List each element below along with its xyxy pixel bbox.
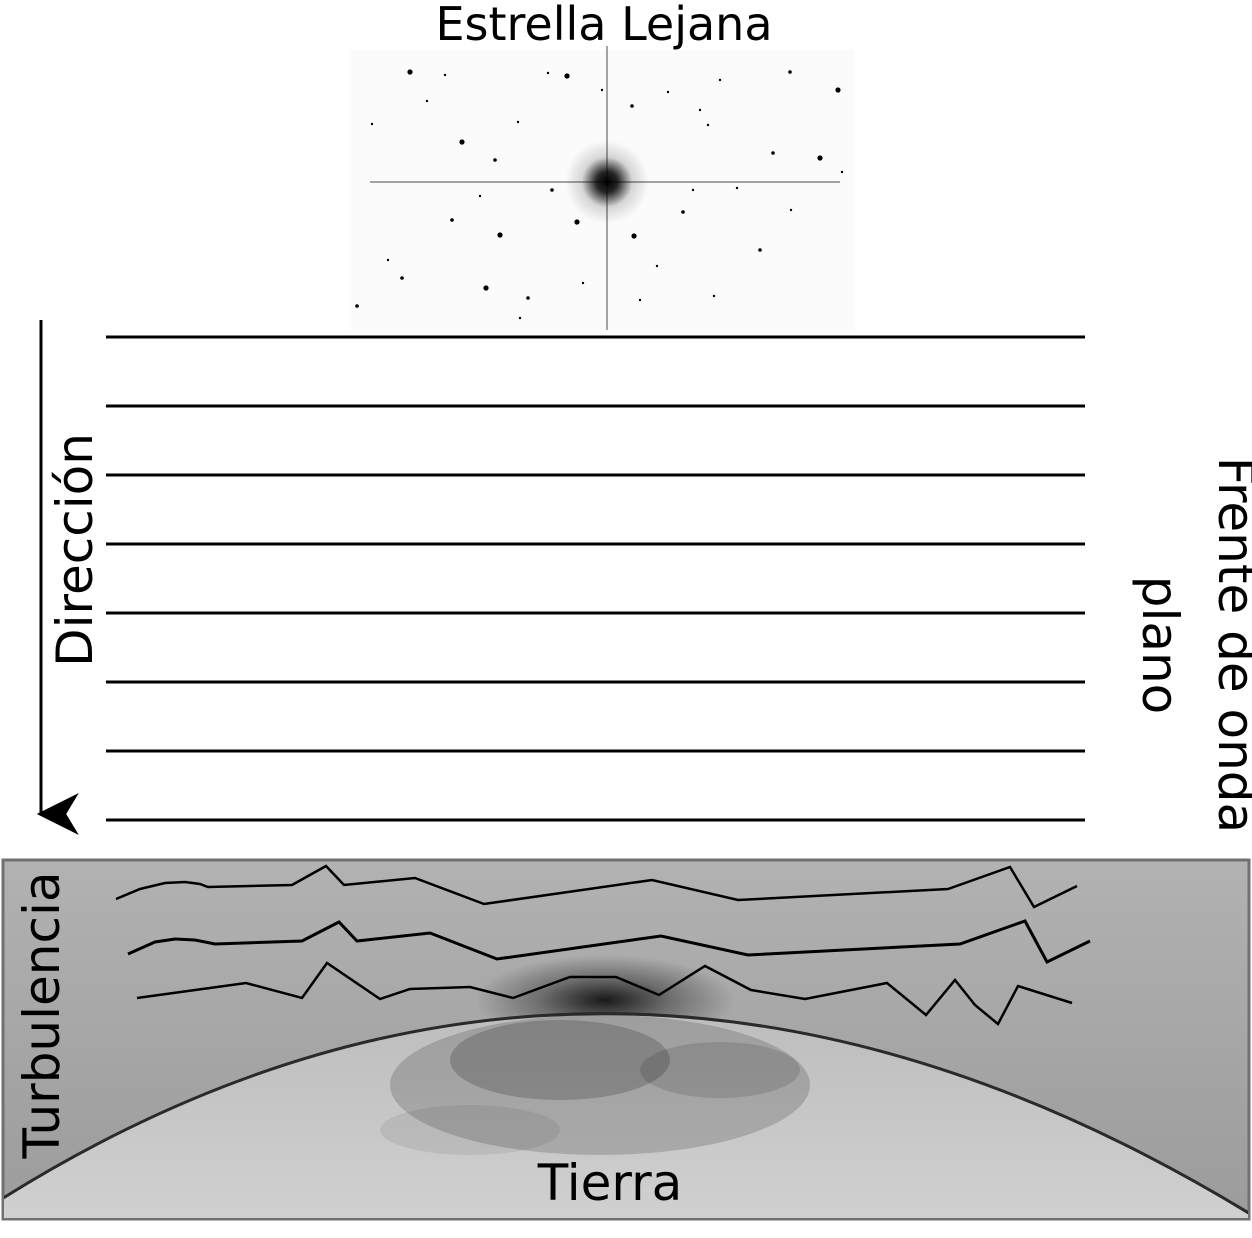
background-star xyxy=(459,139,465,145)
background-star xyxy=(581,281,585,285)
background-star xyxy=(386,258,390,262)
background-star xyxy=(564,73,570,79)
turbulence-label: Turbulencia xyxy=(13,872,71,1160)
background-star xyxy=(516,120,520,124)
background-star xyxy=(698,108,702,112)
wavefront-label-line1: Frente de onda xyxy=(1207,457,1252,833)
wavefront-label-line2: plano xyxy=(1131,576,1189,715)
background-star xyxy=(758,248,762,252)
background-star xyxy=(655,264,659,268)
background-star xyxy=(546,71,550,75)
background-star xyxy=(600,88,604,92)
background-star xyxy=(526,296,530,300)
earth-label: Tierra xyxy=(537,1154,683,1212)
star-field xyxy=(350,46,855,330)
background-star xyxy=(518,316,522,320)
background-star xyxy=(355,304,359,308)
background-star xyxy=(840,170,844,174)
background-star xyxy=(718,78,722,82)
background-star xyxy=(443,73,447,77)
background-star xyxy=(497,232,503,238)
distant-star-icon xyxy=(565,140,649,224)
background-star xyxy=(631,233,637,239)
background-star xyxy=(425,99,429,103)
background-star xyxy=(771,151,775,155)
background-star xyxy=(681,210,685,214)
background-star xyxy=(817,155,823,161)
distorted-wavefront-1 xyxy=(115,864,1078,909)
background-star xyxy=(478,194,482,198)
background-star xyxy=(574,219,580,225)
background-star xyxy=(835,87,841,93)
background-star xyxy=(400,276,404,280)
earth-panel xyxy=(1,858,1251,1221)
background-star xyxy=(712,294,716,298)
earth-horizon xyxy=(4,1012,1248,1218)
distorted-wavefront-2 xyxy=(127,919,1091,964)
background-star xyxy=(735,186,739,190)
background-star xyxy=(407,69,413,75)
background-star xyxy=(691,188,695,192)
background-star xyxy=(630,104,634,108)
wavefront-label: Frente de onda plano xyxy=(1131,457,1252,833)
background-star xyxy=(370,122,374,126)
background-star xyxy=(666,90,670,94)
direction-label: Dirección xyxy=(46,433,104,667)
plane-wavefront-lines xyxy=(106,335,1085,822)
background-star xyxy=(638,298,642,302)
star-label: Estrella Lejana xyxy=(435,0,772,51)
background-star xyxy=(788,70,792,74)
background-star xyxy=(493,158,497,162)
background-star xyxy=(789,208,793,212)
background-star xyxy=(550,188,554,192)
distorted-wavefront-3 xyxy=(136,961,1073,1026)
background-stars xyxy=(355,69,844,320)
background-star xyxy=(450,218,454,222)
background-star xyxy=(483,285,489,291)
background-star xyxy=(706,123,710,127)
